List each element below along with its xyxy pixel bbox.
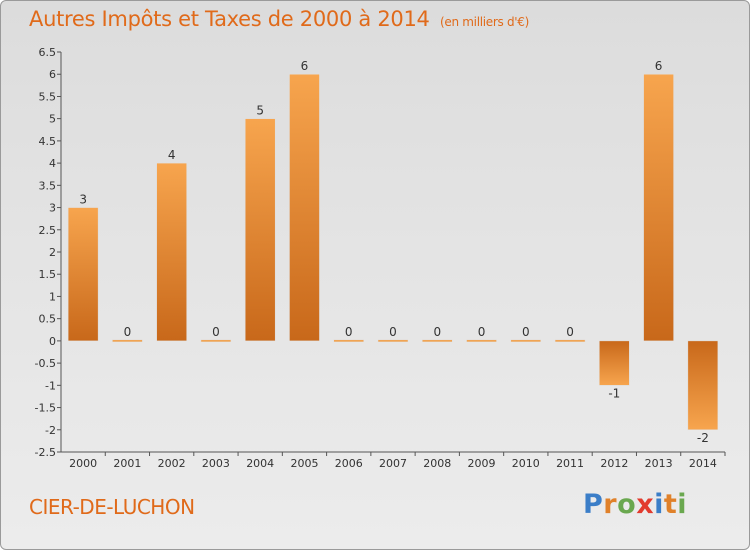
x-tick-label: 2008 [423,457,451,470]
x-tick-label: 2013 [645,457,673,470]
bar [510,339,542,343]
bar [67,207,99,342]
data-label: 0 [124,325,132,339]
x-tick-label: 2010 [512,457,540,470]
y-tick-label: 5 [49,113,56,126]
data-label: 0 [389,325,397,339]
chart-unit: (en milliers d'€) [440,15,530,29]
x-tick-label: 2001 [113,457,141,470]
y-tick-label: 1 [49,290,56,303]
logo-letter: t [663,489,678,520]
logo-letter: i [654,489,664,520]
y-tick-label: 2.5 [39,224,57,237]
x-tick-label: 2007 [379,457,407,470]
bar [156,162,187,342]
logo-letter: r [603,489,618,520]
bar [687,340,719,431]
x-tick-label: 2004 [246,457,274,470]
x-tick-label: 2000 [69,457,97,470]
data-label: -2 [697,431,709,445]
data-label: 5 [256,104,264,118]
bar [466,339,497,343]
data-label: 6 [655,59,663,73]
y-tick-label: -1 [45,379,56,392]
data-label: 6 [301,59,309,73]
y-tick-label: 4.5 [39,135,57,148]
y-tick-label: 3 [49,202,56,215]
data-label: 0 [433,325,441,339]
data-label: 0 [345,325,353,339]
y-tick-label: 1.5 [39,268,57,281]
x-tick-label: 2005 [290,457,318,470]
y-tick-label: 4 [49,157,56,170]
x-tick-label: 2002 [158,457,186,470]
x-tick-label: 2014 [689,457,717,470]
y-tick-label: 3.5 [39,179,57,192]
y-tick-label: -0.5 [35,357,56,370]
bar [289,73,320,342]
x-tick-label: 2012 [600,457,628,470]
data-label: 0 [212,325,220,339]
logo-letter: i [677,489,688,520]
data-label: 3 [79,193,87,207]
bar [333,339,364,343]
data-label: 4 [168,148,176,162]
y-tick-label: 6 [49,68,56,81]
data-label: -1 [608,386,620,400]
logo-letter: P [583,489,604,520]
data-label: 0 [478,325,486,339]
x-tick-label: 2009 [468,457,496,470]
y-tick-label: -2.5 [35,446,56,459]
x-tick-label: 2011 [556,457,584,470]
bar [377,339,409,343]
bar [422,339,453,343]
data-label: 0 [522,325,530,339]
bar [200,339,232,343]
y-tick-label: -1.5 [35,402,56,415]
chart-title: Autres Impôts et Taxes de 2000 à 2014 (e… [29,7,529,31]
bar [554,339,586,343]
commune-name: CIER-DE-LUCHON [29,495,195,519]
y-tick-label: 2 [49,246,56,259]
bar [643,73,674,342]
x-tick-label: 2003 [202,457,230,470]
y-tick-label: 0 [49,335,56,348]
bar [599,340,630,386]
proxiti-logo[interactable]: Proxiti [583,489,687,520]
logo-letter: x [636,489,655,520]
bar [112,339,143,343]
bar [244,118,276,342]
y-tick-label: 5.5 [39,90,57,103]
y-tick-label: 6.5 [39,46,57,59]
data-label: 0 [566,325,574,339]
logo-letter: o [617,489,637,520]
y-tick-label: 0.5 [39,313,57,326]
y-tick-label: -2 [45,424,56,437]
x-tick-label: 2006 [335,457,363,470]
chart-title-text: Autres Impôts et Taxes de 2000 à 2014 [29,7,430,31]
